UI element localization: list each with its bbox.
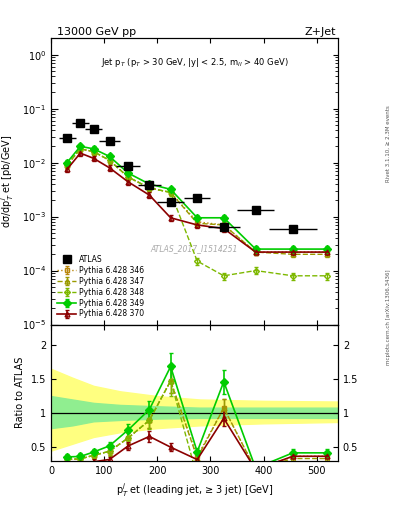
Text: 13000 GeV pp: 13000 GeV pp bbox=[57, 27, 136, 37]
X-axis label: p$_T^{j}$ et (leading jet, ≥ 3 jet) [GeV]: p$_T^{j}$ et (leading jet, ≥ 3 jet) [GeV… bbox=[116, 481, 273, 499]
Text: ATLAS_2017_I1514251: ATLAS_2017_I1514251 bbox=[151, 244, 238, 253]
Text: Z+Jet: Z+Jet bbox=[305, 27, 336, 37]
Text: Rivet 3.1.10, ≥ 2.3M events: Rivet 3.1.10, ≥ 2.3M events bbox=[386, 105, 391, 182]
Y-axis label: Ratio to ATLAS: Ratio to ATLAS bbox=[15, 357, 25, 429]
Legend: ATLAS, Pythia 6.428 346, Pythia 6.428 347, Pythia 6.428 348, Pythia 6.428 349, P: ATLAS, Pythia 6.428 346, Pythia 6.428 34… bbox=[55, 252, 147, 321]
Text: Jet p$_T$ (p$_T$ > 30 GeV, |y| < 2.5, m$_{ll}$ > 40 GeV): Jet p$_T$ (p$_T$ > 30 GeV, |y| < 2.5, m$… bbox=[101, 56, 288, 69]
Text: mcplots.cern.ch [arXiv:1306.3436]: mcplots.cern.ch [arXiv:1306.3436] bbox=[386, 270, 391, 365]
Y-axis label: dσ/dp$_T^{j}$ et [pb/GeV]: dσ/dp$_T^{j}$ et [pb/GeV] bbox=[0, 135, 17, 228]
